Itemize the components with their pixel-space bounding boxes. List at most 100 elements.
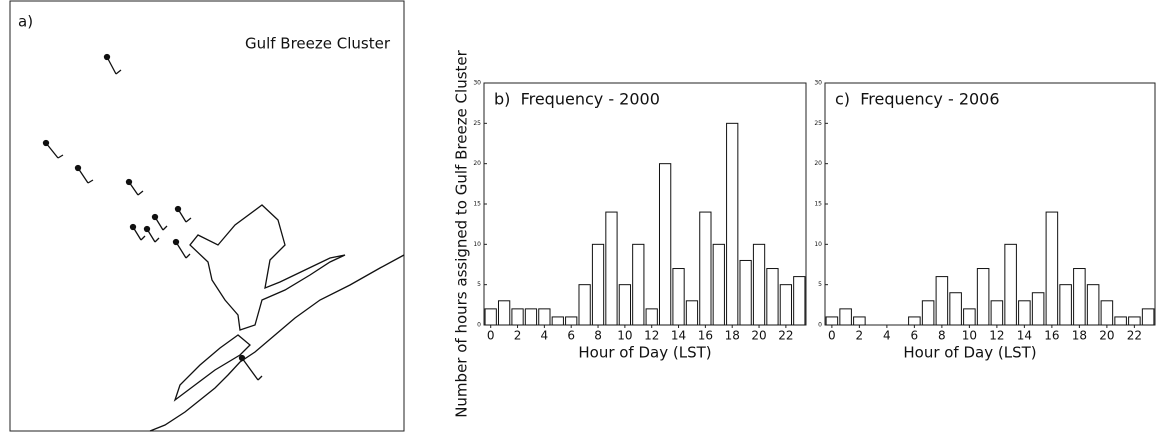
bar <box>1031 292 1045 326</box>
bay-outline <box>189 204 346 331</box>
y-tick-label: 25 <box>473 120 481 127</box>
bar <box>632 243 645 326</box>
bar <box>605 211 618 326</box>
x-tick-label: 4 <box>883 329 891 343</box>
bar <box>511 308 524 326</box>
bar <box>1045 211 1059 326</box>
x-tick-label: 14 <box>1017 329 1032 343</box>
bar <box>578 284 591 326</box>
x-axis-label: Hour of Day (LST) <box>903 344 1036 362</box>
bar <box>921 300 935 326</box>
x-tick-label: 14 <box>671 329 686 343</box>
bar <box>1141 308 1155 326</box>
bar <box>1114 316 1127 326</box>
y-tick-label: 25 <box>814 120 822 127</box>
y-tick-label: 15 <box>814 201 822 208</box>
x-tick-label: 0 <box>487 329 495 343</box>
bar <box>1086 284 1100 326</box>
x-tick-label: 22 <box>1127 329 1142 343</box>
bar <box>497 300 511 326</box>
map-panel: a) Gulf Breeze Cluster <box>9 0 405 432</box>
y-tick-label: 5 <box>477 281 481 288</box>
x-tick-label: 18 <box>725 329 740 343</box>
y-tick-label: 15 <box>473 201 481 208</box>
y-tick-label: 0 <box>818 322 822 329</box>
bar <box>484 308 497 326</box>
bar <box>990 300 1004 326</box>
bar <box>793 276 806 326</box>
bar <box>853 316 866 326</box>
bar <box>949 292 962 326</box>
chart-title: c) Frequency - 2006 <box>835 90 1000 109</box>
x-tick-label: 10 <box>962 329 977 343</box>
x-tick-label: 16 <box>698 329 713 343</box>
x-tick-label: 12 <box>644 329 659 343</box>
bar <box>825 316 839 326</box>
chart-panel: 0 5 10 15 20 25 30 0 2 4 6 8 10 12 14 16 18 20 22 b) Freque… <box>453 49 807 418</box>
bar <box>1059 284 1072 326</box>
x-tick-label: 2 <box>856 329 864 343</box>
bar <box>839 308 852 326</box>
bar <box>538 308 551 326</box>
x-tick-label: 0 <box>828 329 836 343</box>
y-tick-label: 10 <box>814 241 822 248</box>
x-tick-label: 6 <box>567 329 575 343</box>
bar <box>591 243 605 326</box>
y-tick-label: 0 <box>477 322 481 329</box>
bar <box>1100 300 1114 326</box>
bar <box>1073 268 1086 326</box>
x-tick-label: 2 <box>514 329 522 343</box>
west-bay <box>173 334 251 402</box>
bar <box>565 316 578 326</box>
x-tick-label: 20 <box>1099 329 1114 343</box>
x-tick-label: 16 <box>1044 329 1059 343</box>
y-tick-label: 5 <box>818 281 822 288</box>
x-tick-label: 12 <box>989 329 1004 343</box>
bar <box>1004 243 1017 326</box>
bar <box>908 316 921 326</box>
y-tick-label: 30 <box>814 80 822 87</box>
y-tick-label: 20 <box>814 160 822 167</box>
bar <box>645 308 658 326</box>
bar <box>685 300 699 326</box>
bar <box>618 284 632 326</box>
x-tick-label: 20 <box>751 329 766 343</box>
bar <box>1128 316 1141 326</box>
x-tick-label: 8 <box>594 329 602 343</box>
stations <box>42 53 263 381</box>
bar <box>752 243 766 326</box>
chart-title: b) Frequency - 2000 <box>494 90 660 109</box>
bar <box>524 308 538 326</box>
bar <box>963 308 976 326</box>
bar <box>1018 300 1031 326</box>
x-tick-label: 18 <box>1072 329 1087 343</box>
bar <box>699 211 712 326</box>
bar <box>779 284 793 326</box>
bar <box>658 163 672 326</box>
y-tick-label: 20 <box>473 160 481 167</box>
bar <box>935 276 949 326</box>
x-tick-label: 22 <box>778 329 793 343</box>
bar <box>551 316 564 326</box>
y-tick-label: 10 <box>473 241 481 248</box>
chart-panel: 0 5 10 15 20 25 30 0 2 4 6 8 10 12 14 16 18 20 22 c) Freque… <box>814 80 1156 362</box>
map-title: Gulf Breeze Cluster <box>245 35 391 53</box>
bar <box>712 243 725 326</box>
x-tick-label: 4 <box>541 329 549 343</box>
x-tick-label: 10 <box>617 329 632 343</box>
map-frame <box>9 0 405 432</box>
bar <box>739 259 752 326</box>
y-tick-label: 30 <box>473 80 481 87</box>
bar <box>766 268 779 326</box>
bar <box>672 268 685 326</box>
y-axis-label: Number of hours assigned to Gulf Breeze … <box>453 49 471 417</box>
x-tick-label: 8 <box>938 329 946 343</box>
coastline <box>149 254 405 432</box>
x-tick-label: 6 <box>911 329 919 343</box>
bar <box>976 268 990 326</box>
x-axis-label: Hour of Day (LST) <box>578 344 711 362</box>
plot-frame <box>824 82 1156 326</box>
bar <box>726 122 739 326</box>
